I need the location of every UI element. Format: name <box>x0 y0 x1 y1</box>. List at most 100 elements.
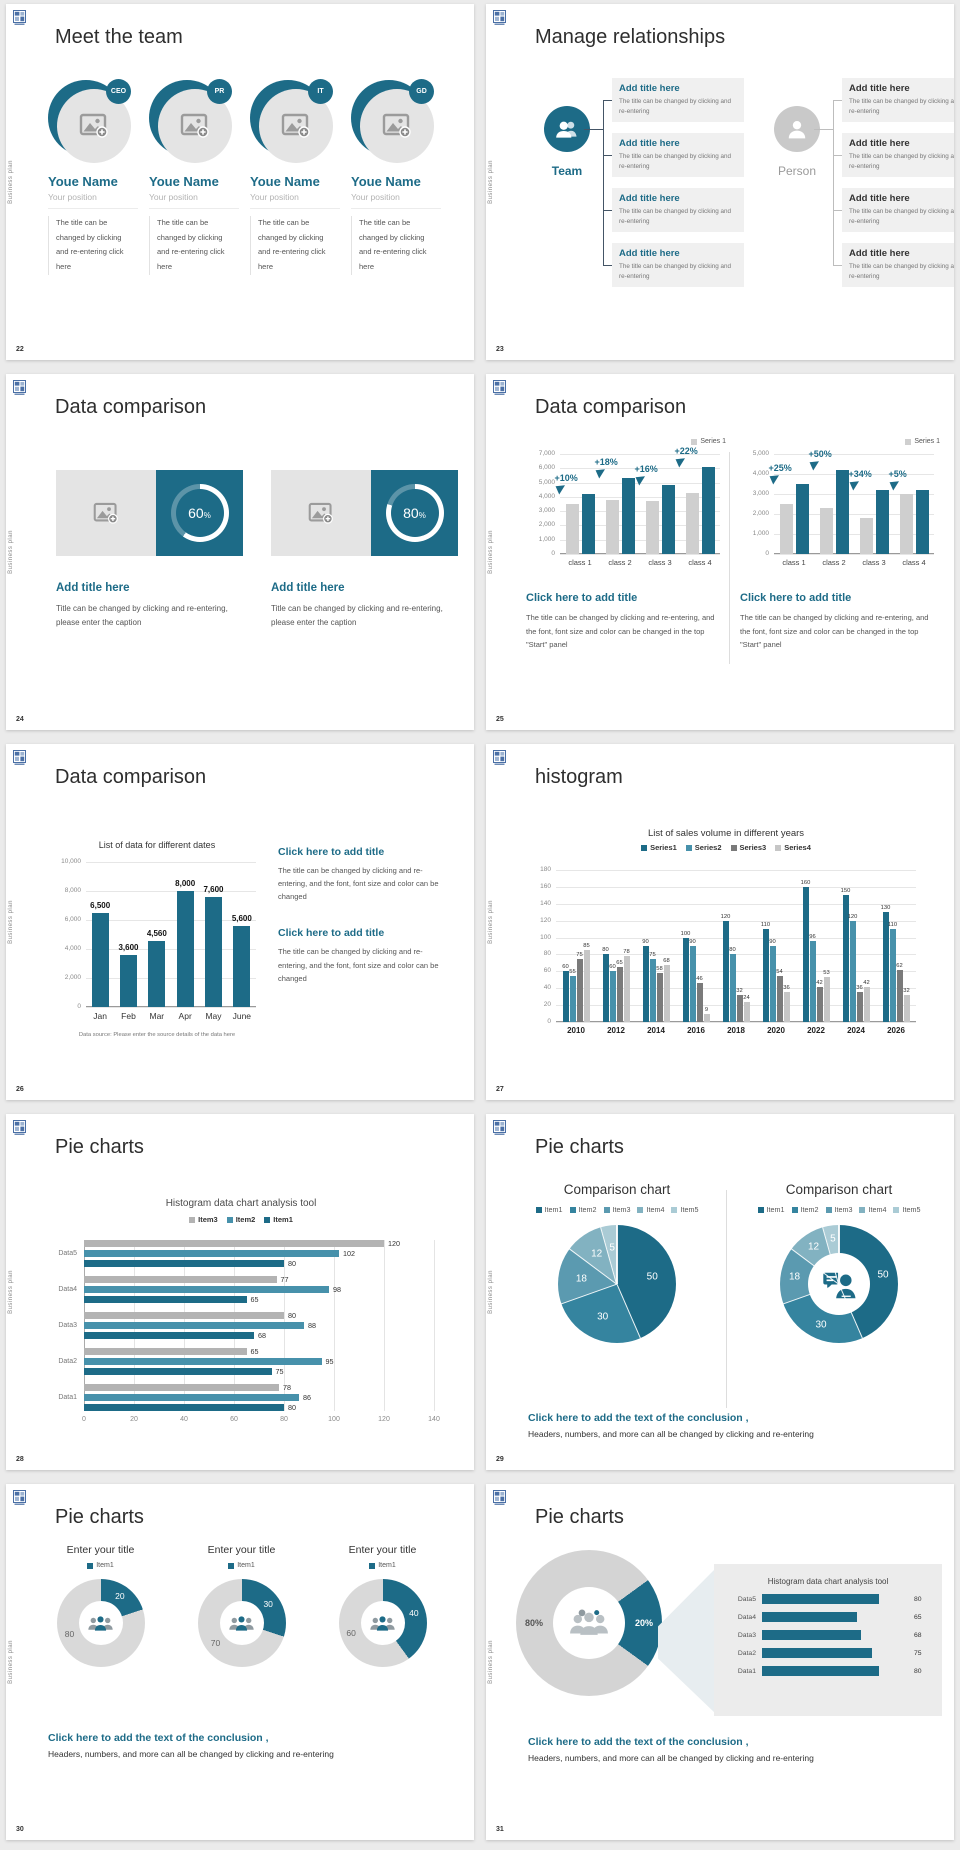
slide-data-comparison-bars[interactable]: Business plan Data comparison Series 1 +1… <box>486 374 954 730</box>
slice-label: 5 <box>609 1242 615 1254</box>
slide-data-comparison-dates[interactable]: Business plan Data comparison List of da… <box>6 744 474 1100</box>
axis-baseline <box>560 553 720 554</box>
value-label: 24 <box>743 994 750 1001</box>
group-title: Enter your title <box>207 1544 276 1556</box>
bar <box>736 994 743 1022</box>
legend-item: Item1 <box>87 1562 114 1569</box>
gridline <box>560 496 720 498</box>
title-box[interactable]: Add title here The title can be changed … <box>833 133 954 177</box>
growth-label: +5% <box>888 469 907 479</box>
legend-swatch <box>685 844 692 851</box>
gridline <box>774 474 934 475</box>
y-tick-label: 3,000 <box>538 507 555 515</box>
title-box[interactable]: Add title here The title can be changed … <box>603 78 744 122</box>
grid-logo-icon <box>13 1120 26 1135</box>
slide-pie-charts-comparison[interactable]: Business plan Pie charts Comparison char… <box>486 1114 954 1470</box>
x-axis-label: Mar <box>149 1011 165 1021</box>
chart-wrap: List of sales volume in different years S… <box>522 828 930 1060</box>
block-text: The title can be changed by clicking and… <box>278 866 439 902</box>
member-name: Youe Name <box>48 174 118 189</box>
title-box[interactable]: Add title here The title can be changed … <box>603 243 744 287</box>
legend-label: Item1 <box>273 1215 293 1224</box>
page-number: 22 <box>16 346 24 353</box>
legend-item: Item1 <box>535 1205 563 1214</box>
bar-track <box>762 1594 908 1604</box>
bar <box>842 895 849 1022</box>
slice-label: 18 <box>575 1273 587 1285</box>
value-label: 90 <box>689 939 696 945</box>
business-plan-vertical-label: Business plan <box>8 1270 14 1314</box>
connector-lines <box>584 78 612 287</box>
slide-manage-relationships[interactable]: Business plan Manage relationships Team … <box>486 4 954 360</box>
bar <box>84 1332 254 1339</box>
percent-number: 60 <box>188 505 204 521</box>
person-circle[interactable] <box>774 106 820 152</box>
bar <box>583 950 590 1022</box>
title-box[interactable]: Add title here The title can be changed … <box>603 188 744 232</box>
conclusion: Click here to add the text of the conclu… <box>528 1412 932 1439</box>
value-label: 3,600 <box>118 942 139 952</box>
value-label: 58 <box>656 966 663 973</box>
title-box[interactable]: Add title here The title can be changed … <box>603 133 744 177</box>
slide-title: histogram <box>535 766 623 788</box>
bar-track <box>762 1666 908 1676</box>
block-title: Click here to add title <box>740 592 852 604</box>
slide-data-comparison-donuts[interactable]: Business plan Data comparison 60% Add ti… <box>6 374 474 730</box>
gridline <box>560 511 720 513</box>
value-label: 65 <box>914 1613 922 1621</box>
legend-swatch <box>603 1206 610 1213</box>
value-label: 150 <box>840 888 851 895</box>
bar <box>795 484 809 554</box>
chart-title: Comparison chart <box>563 1182 671 1197</box>
team-boxes: Add title here The title can be changed … <box>603 78 744 287</box>
member-description: The title can be changed by clicking and… <box>351 216 437 275</box>
value-label: 36 <box>783 984 790 991</box>
growth-label: +25% <box>768 463 792 473</box>
gridline <box>556 971 916 973</box>
slide-meet-the-team[interactable]: Business plan Meet the team CEO Youe Nam… <box>6 4 474 360</box>
slide-histogram[interactable]: Business plan histogram List of sales vo… <box>486 744 954 1100</box>
box-title: Add title here <box>619 248 680 259</box>
box-text: The title can be changed by clicking and… <box>849 98 954 115</box>
avatar[interactable]: PR <box>149 79 233 164</box>
avatar[interactable]: GD <box>351 79 435 164</box>
gridline <box>86 920 256 921</box>
value-label: 68 <box>663 957 670 964</box>
gridline <box>556 1005 916 1007</box>
avatar[interactable]: CEO <box>48 79 132 164</box>
x-axis-label: 2014 <box>647 1026 665 1035</box>
team-circle[interactable] <box>544 106 590 152</box>
growth-label: +34% <box>848 469 872 479</box>
title-box[interactable]: Add title here The title can be changed … <box>833 243 954 287</box>
slide-donut-callout[interactable]: Business plan Pie charts 20% 80% Histogra… <box>486 1484 954 1840</box>
chart-legend: Item1 Item2 Item3 Item4 Item5 <box>736 1205 942 1214</box>
legend-swatch <box>691 438 698 445</box>
donut-group: Enter your title Item1 20 80 <box>40 1544 161 1667</box>
avatar-photo-placeholder[interactable] <box>360 89 434 163</box>
grid-logo-icon <box>493 10 506 25</box>
value-label: 80 <box>914 1667 922 1675</box>
legend-item: Item4 <box>637 1205 664 1214</box>
y-tick-label: 60 <box>543 967 551 975</box>
slide-horizontal-bars[interactable]: Business plan Pie charts Histogram data … <box>6 1114 474 1470</box>
y-tick-label: 2,000 <box>752 510 769 517</box>
avatar[interactable]: IT <box>250 79 334 164</box>
legend-swatch <box>757 1206 764 1213</box>
box-text: The title can be changed by clicking and… <box>619 208 732 225</box>
chart-title: Histogram data chart analysis tool <box>165 1198 317 1209</box>
value-label: 85 <box>583 943 590 950</box>
three-people-icon <box>228 1614 255 1632</box>
percent-donut-box: 60% <box>156 470 243 556</box>
bar <box>621 478 635 554</box>
chart-wrap: Histogram data chart analysis tool Item3 I… <box>32 1198 450 1444</box>
slide-donut-trio[interactable]: Business plan Pie charts Enter your titl… <box>6 1484 474 1840</box>
image-placeholder-box[interactable] <box>56 470 156 556</box>
grid-logo-icon <box>493 1490 506 1505</box>
business-plan-vertical-label: Business plan <box>488 530 494 574</box>
slice-label: 80% <box>524 1618 544 1628</box>
conclusion-heading: Click here to add the text of the conclu… <box>528 1412 749 1424</box>
title-box[interactable]: Add title here The title can be changed … <box>833 188 954 232</box>
avatar-photo-placeholder[interactable] <box>57 89 131 163</box>
title-box[interactable]: Add title here The title can be changed … <box>833 78 954 122</box>
image-placeholder-box[interactable] <box>271 470 371 556</box>
